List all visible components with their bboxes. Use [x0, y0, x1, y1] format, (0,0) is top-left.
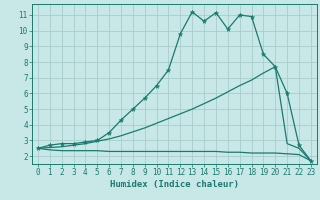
X-axis label: Humidex (Indice chaleur): Humidex (Indice chaleur)	[110, 180, 239, 189]
